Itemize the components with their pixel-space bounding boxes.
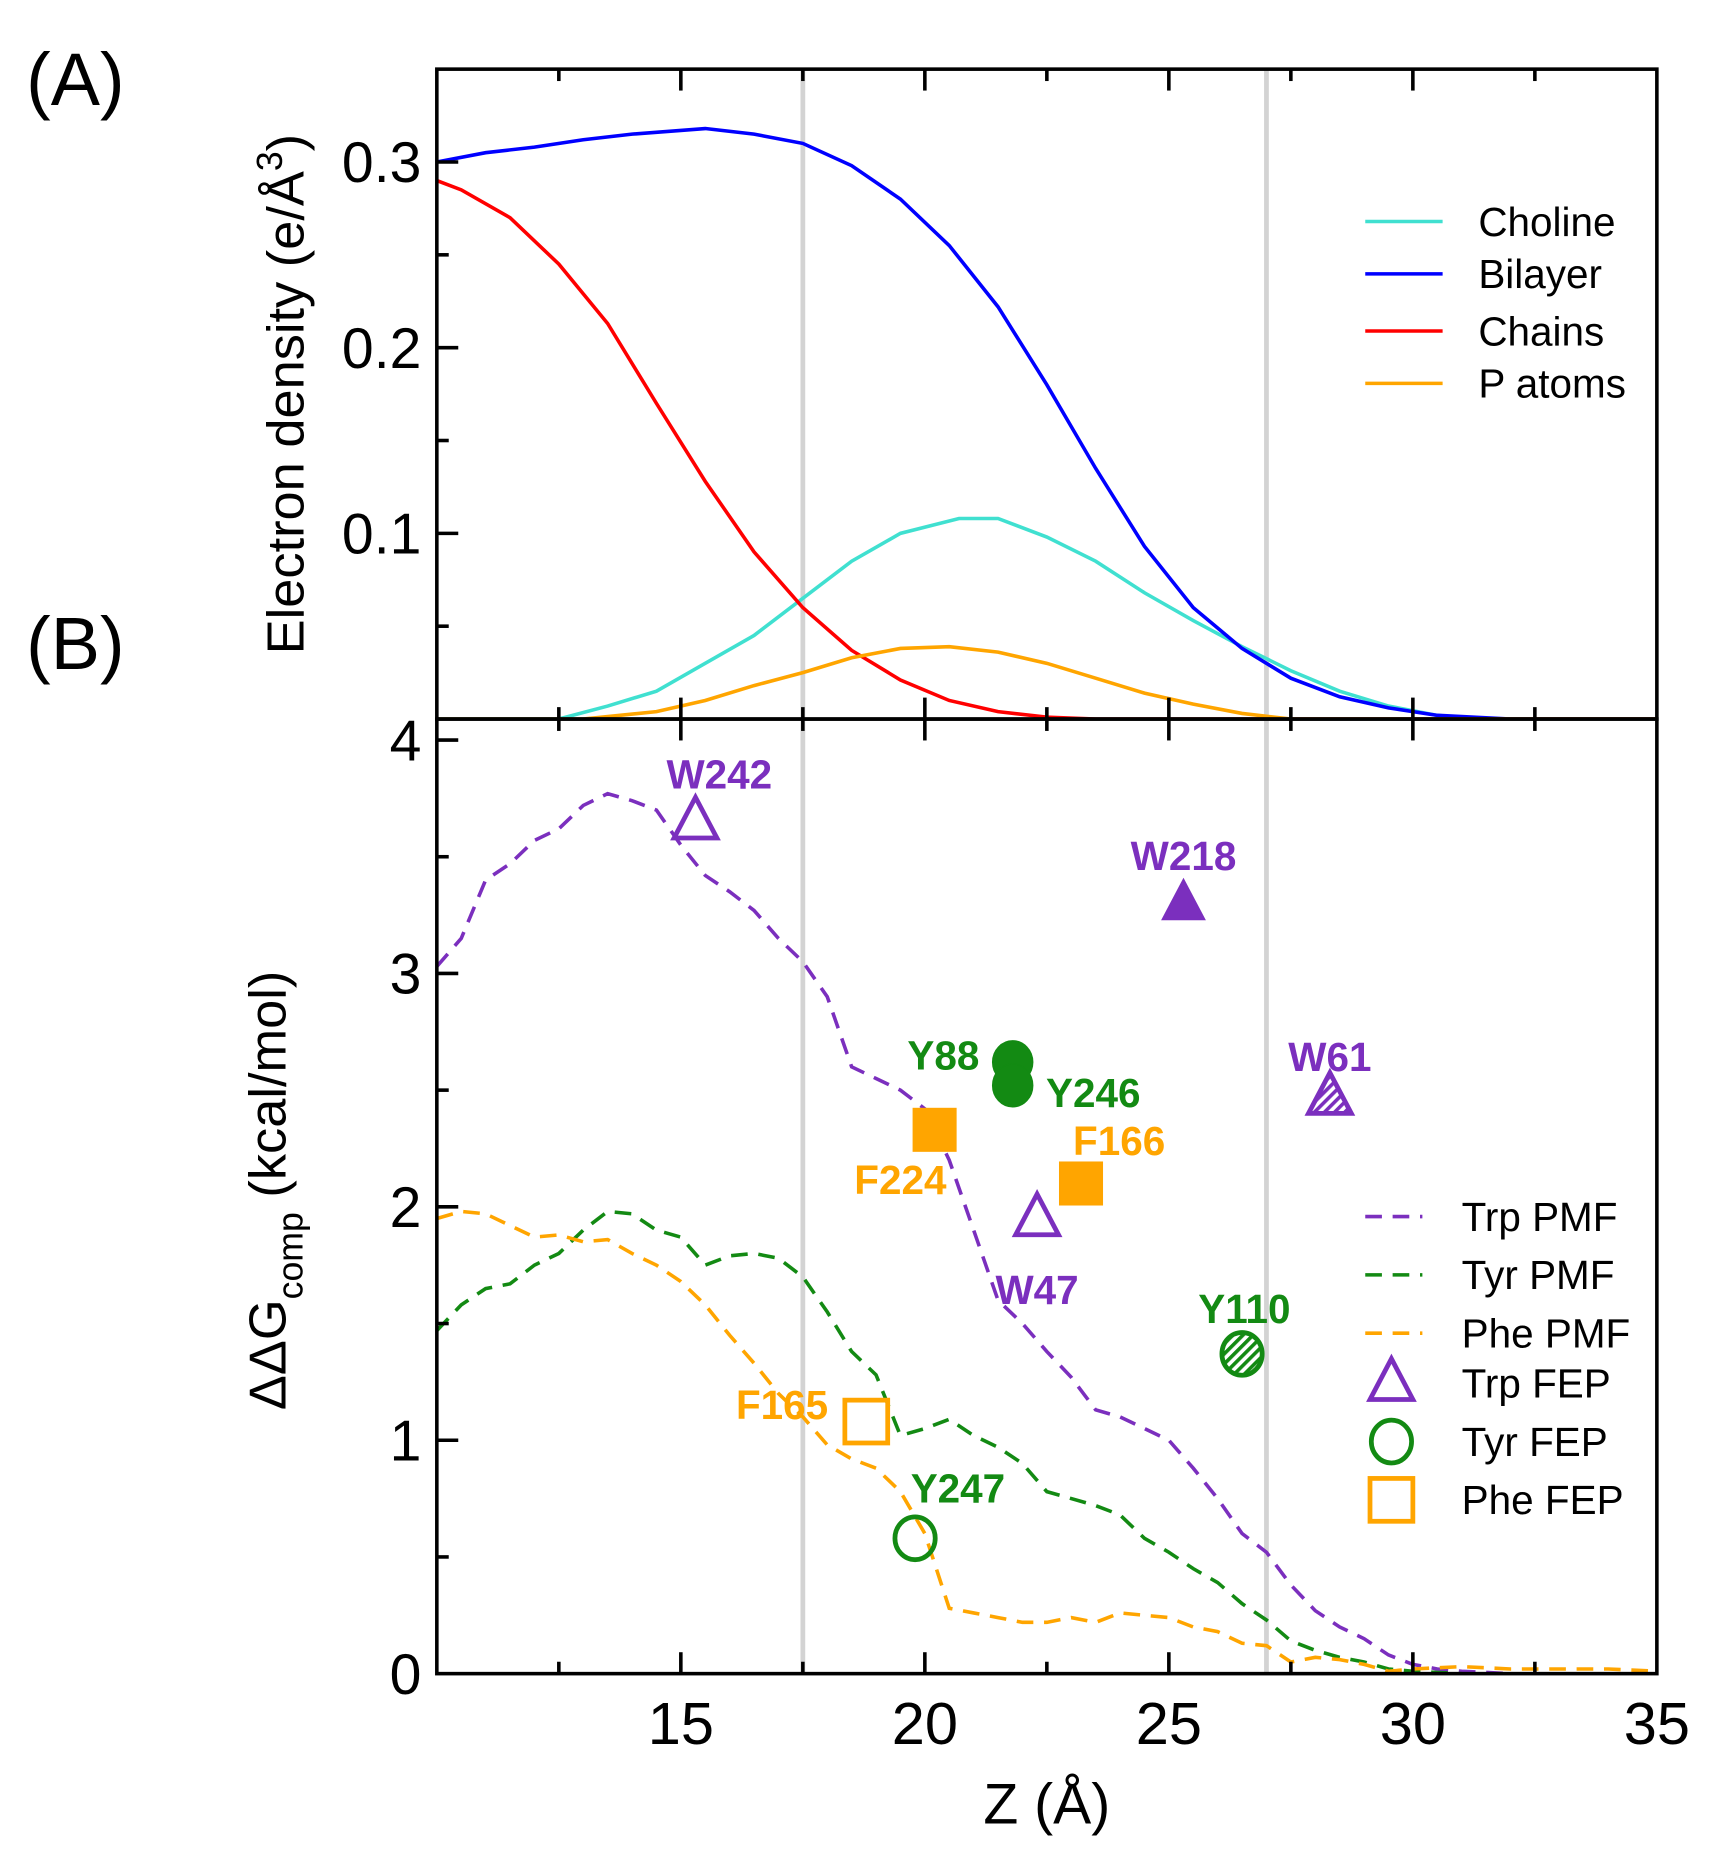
series-line-chains xyxy=(436,178,1657,720)
legend-label: Trp FEP xyxy=(1462,1360,1611,1406)
y-axis-label-close: ) xyxy=(258,134,316,151)
point-label-y247: Y247 xyxy=(911,1466,1005,1512)
y-axis-label-text: Electron density (e/Å xyxy=(258,171,316,654)
series-line-p-atoms xyxy=(436,644,1657,720)
point-label-y88: Y88 xyxy=(907,1032,979,1078)
square-marker-f165 xyxy=(842,1397,891,1446)
triangle-marker-w47 xyxy=(1011,1188,1063,1238)
y-tick-label: 0.3 xyxy=(342,131,421,195)
legend-label: Chains xyxy=(1478,308,1604,354)
series-line-choline xyxy=(436,516,1657,720)
triangle-marker-w61 xyxy=(1304,1067,1356,1116)
x-tick-label: 15 xyxy=(648,1690,714,1757)
legend-label: Tyr PMF xyxy=(1462,1252,1615,1298)
y-tick-label: 0 xyxy=(390,1643,422,1707)
point-label-w218: W218 xyxy=(1131,833,1237,879)
legend-label: Phe PMF xyxy=(1462,1311,1631,1357)
square-marker-f224 xyxy=(912,1107,957,1152)
circle-marker-y247 xyxy=(892,1514,938,1563)
point-label-y110: Y110 xyxy=(1198,1286,1290,1332)
legend-marker-triangle xyxy=(1366,1353,1417,1402)
y-tick-label: 3 xyxy=(390,943,422,1007)
square-marker-f166 xyxy=(1058,1161,1104,1206)
y-tick-label: 2 xyxy=(390,1176,422,1240)
y-tick-label: 0.2 xyxy=(342,317,421,381)
triangle-marker-w218 xyxy=(1161,877,1206,921)
panel-a-frame xyxy=(435,67,1659,721)
point-label-w242: W242 xyxy=(666,751,772,797)
x-axis-label: Z (Å) xyxy=(983,1773,1110,1837)
point-label-f224: F224 xyxy=(854,1157,947,1203)
legend-label: Phe FEP xyxy=(1462,1477,1624,1523)
point-label-f165: F165 xyxy=(736,1382,828,1428)
point-label-y246: Y246 xyxy=(1046,1070,1140,1116)
x-tick-label: 35 xyxy=(1624,1690,1690,1757)
point-label-f166: F166 xyxy=(1073,1118,1165,1164)
y-axis-label: Electron density (e/Å3) xyxy=(250,134,315,654)
y-axis-label-units: (kcal/mol) xyxy=(240,971,298,1212)
panel-label-a: (A) xyxy=(26,38,124,121)
series-line-phe-pmf xyxy=(436,1209,1657,1674)
legend-label: Choline xyxy=(1478,199,1615,245)
legend-label: P atoms xyxy=(1478,361,1626,407)
point-label-w61: W61 xyxy=(1288,1034,1371,1080)
y-tick-label: 4 xyxy=(390,709,422,773)
point-label-w47: W47 xyxy=(995,1267,1078,1313)
legend-label: Trp PMF xyxy=(1462,1194,1618,1240)
circle-marker-y246 xyxy=(991,1063,1034,1108)
triangle-marker-w242 xyxy=(670,792,721,841)
y-tick-label: 1 xyxy=(390,1409,422,1473)
y-axis-label: ΔΔGcomp (kcal/mol) xyxy=(240,971,311,1410)
y-tick-label: 0.1 xyxy=(342,503,421,567)
y-axis-label-superscript: 3 xyxy=(250,151,290,171)
x-tick-label: 20 xyxy=(892,1690,958,1757)
legend-label: Tyr FEP xyxy=(1462,1419,1608,1465)
legend-marker-square xyxy=(1367,1476,1416,1524)
y-axis-label-text: ΔΔG xyxy=(240,1299,298,1410)
series-line-trp-pmf xyxy=(436,791,1511,1674)
y-axis-label-subscript: comp xyxy=(270,1212,310,1299)
series-line-tyr-pmf xyxy=(436,1209,1462,1674)
x-tick-label: 30 xyxy=(1380,1690,1446,1757)
circle-marker-y110 xyxy=(1219,1330,1265,1378)
panel-label-b: (B) xyxy=(26,602,124,685)
legend-label: Bilayer xyxy=(1478,251,1602,297)
legend-marker-circle xyxy=(1368,1417,1414,1466)
series-line-bilayer xyxy=(436,126,1657,720)
x-tick-label: 25 xyxy=(1136,1690,1202,1757)
